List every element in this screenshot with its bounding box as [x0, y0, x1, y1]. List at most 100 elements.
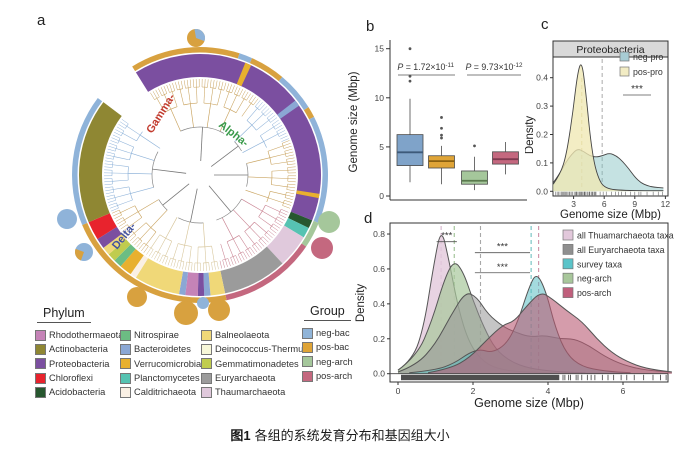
legend-label: Chloroflexi	[49, 373, 93, 384]
legend-swatch	[35, 343, 46, 355]
x-tick-label: 6	[602, 199, 607, 209]
y-axis-title: Density	[355, 284, 367, 323]
legend-swatch	[562, 272, 574, 284]
taxa-bubble	[311, 237, 333, 259]
legend-item-neg-bac: neg-bac	[302, 326, 353, 340]
legend-swatch	[120, 358, 131, 370]
phylum-ring-segment	[266, 225, 304, 264]
outlier-point	[440, 116, 443, 119]
x-tick-label: 12	[661, 199, 671, 209]
legend-swatch	[201, 329, 212, 341]
x-tick-label: 2	[471, 386, 476, 396]
legend-item-deinococcus-thermus: Deinococcus-Thermus	[201, 342, 308, 356]
group-ring-segment	[225, 243, 307, 301]
y-axis-title: Genome size (Mbp)	[348, 71, 360, 172]
legend-label: all Euryarchaeota taxa	[577, 245, 665, 255]
phylum-ring-segment	[208, 270, 226, 296]
density-curve-all-Euryarchaeota-taxa	[398, 293, 672, 374]
legend-swatch	[302, 327, 313, 339]
legend-item-thaumarchaeota: Thaumarchaeota	[201, 385, 308, 399]
density-curve-pos-pro	[553, 64, 664, 192]
legend-swatch	[201, 358, 212, 370]
legend-swatch	[619, 66, 630, 77]
legend-label: Acidobacteria	[49, 387, 106, 398]
x-tick-label: 9	[632, 199, 637, 209]
significance-stars: ***	[441, 231, 452, 242]
legend-swatch	[562, 287, 574, 298]
tree-branches	[104, 79, 296, 271]
group-legend-title: Group	[304, 304, 351, 321]
y-tick-label: 0.1	[536, 158, 548, 168]
legend-item-gemmatimonadetes: Gemmatimonadetes	[201, 357, 308, 371]
panel-c-curves	[552, 64, 664, 192]
panel-d-axes: 0 2 4 6 0.0 0.2 0.4 0.6 0.8 Genome size (Mbp) Dens…	[355, 229, 626, 410]
phylum-ring-segment	[178, 271, 189, 296]
panel-label-d: d	[364, 210, 373, 227]
phylum-ring-segment	[108, 239, 131, 261]
outlier-point	[408, 79, 412, 83]
panel-label-a: a	[37, 12, 46, 29]
legend-swatch	[35, 358, 46, 370]
phylum-ring-segment	[135, 54, 321, 221]
phylum-ring-segment	[197, 272, 205, 296]
caption-text: 各组的系统发育分布和基因组大小	[254, 428, 450, 443]
legend-label: Deinococcus-Thermus	[215, 344, 309, 355]
group-ring	[71, 47, 328, 303]
legend-label: neg-arch	[316, 356, 353, 367]
group-legend-items: neg-bac pos-bac neg-arch pos-arch	[302, 326, 353, 383]
group-ring-segment	[249, 58, 283, 82]
group-ring-segment	[301, 220, 319, 247]
group-ring-segment	[237, 53, 253, 64]
y-tick-label: 10	[375, 93, 385, 103]
panel-a-phylogenetic-tree: Gamma- Alpha-Delta-	[57, 28, 340, 325]
legend-swatch	[302, 370, 313, 382]
taxa-bubble	[174, 301, 198, 325]
phylum-ring-segment	[203, 272, 211, 296]
legend-label: Euryarchaeota	[215, 373, 276, 384]
legend-swatch	[562, 229, 574, 241]
y-tick-label: 15	[375, 44, 385, 54]
p-value-label: P = 1.72×10-11	[397, 62, 454, 72]
legend-label: pos-arch	[577, 288, 611, 298]
group-legend: Group neg-bac pos-bac neg-arch pos-arch	[302, 302, 353, 383]
significance-stars: ***	[497, 242, 508, 253]
outlier-point	[440, 133, 443, 137]
legend-item-pos-bac: pos-bac	[302, 340, 353, 354]
y-tick-label: 0.2	[536, 130, 548, 140]
significance-stars: ***	[497, 262, 508, 273]
legend-swatch	[35, 372, 46, 384]
group-ring-segment	[82, 222, 227, 303]
box-pos-bac	[428, 116, 455, 185]
y-tick-label: 0.8	[373, 229, 385, 239]
phylum-ring-segment	[103, 233, 127, 255]
figure-number: 图1	[230, 428, 251, 443]
legend-item-pos-arch: pos-arch	[302, 369, 353, 383]
legend-item-verrucomicrobia: Verrucomicrobia	[120, 357, 201, 371]
group-ring-segment	[309, 116, 328, 223]
phylum-ring	[78, 54, 321, 296]
phylum-ring-segment	[220, 246, 283, 294]
legend-label: Planctomycetes	[134, 373, 200, 384]
legend-swatch	[35, 386, 46, 398]
legend-swatch	[562, 258, 574, 270]
panel-label-c: c	[541, 16, 549, 33]
panel-label-b: b	[366, 18, 375, 35]
legend-label: Balneolaeota	[215, 330, 270, 341]
phylum-ring-segment	[236, 62, 252, 87]
x-axis-title: Genome size (Mbp)	[560, 209, 661, 220]
legend-label: Proteobacteria	[49, 358, 110, 369]
outlier-point	[440, 136, 443, 140]
taxa-bubble	[57, 209, 77, 229]
y-tick-label: 0.4	[373, 299, 385, 309]
legend-label: Bacteroidetes	[134, 344, 191, 355]
legend-swatch	[120, 343, 131, 355]
phylum-legend: Phylum Rhodothermaeota Actinobacteria Prot…	[35, 304, 308, 399]
x-tick-label: 3	[571, 199, 576, 209]
legend-item-nitrospirae: Nitrospirae	[120, 328, 201, 342]
clade-label-alpha: Alpha-	[216, 119, 251, 150]
y-tick-label: 0.0	[536, 186, 548, 196]
legend-item-proteobacteria: Proteobacteria	[35, 357, 120, 371]
phylum-ring-segment	[288, 211, 313, 229]
